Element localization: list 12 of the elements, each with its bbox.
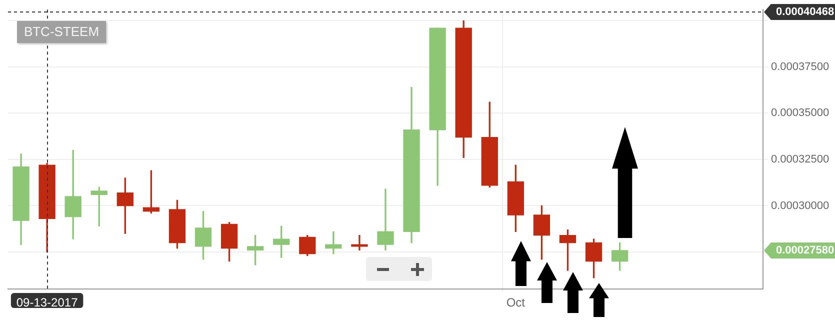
ref-line-label: 0.00040468 xyxy=(776,6,834,18)
x-tick-label: Oct xyxy=(506,296,526,310)
candlestick xyxy=(325,231,342,254)
candlestick xyxy=(351,235,368,250)
x-tick-label: 09-13-2017 xyxy=(16,296,78,310)
y-tick-label: 0.00035000 xyxy=(771,107,830,120)
candlestick xyxy=(377,188,394,250)
text: 0.00027580 xyxy=(776,244,834,257)
y-tick-label: 0.00037500 xyxy=(771,60,830,73)
y-tick-label: 0.00032500 xyxy=(771,154,830,166)
y-tick-label: 0.00030000 xyxy=(771,200,830,212)
text: BTC-STEEM xyxy=(17,21,106,43)
